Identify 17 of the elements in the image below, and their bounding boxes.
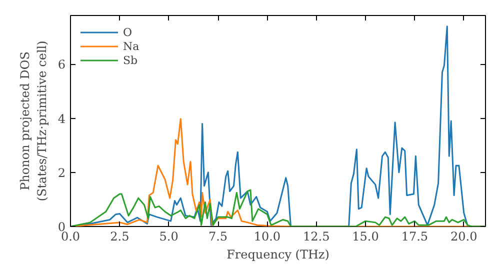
legend-label: O <box>123 25 134 39</box>
x-tick-label: 7.5 <box>208 230 228 244</box>
x-axis-title: Frequency (THz) <box>226 248 330 262</box>
legend-label: Sb <box>123 53 139 67</box>
x-tick-label: 2.5 <box>110 230 130 244</box>
x-tick-label: 5.0 <box>159 230 178 244</box>
y-tick-label: 4 <box>58 112 66 126</box>
y-tick-label: 6 <box>58 58 66 72</box>
y-tick-label: 2 <box>58 166 66 180</box>
legend-label: Na <box>123 39 140 53</box>
x-tick-label: 12.5 <box>302 230 330 244</box>
x-tick-label: 0.0 <box>60 230 80 244</box>
y-axis-title: Phonon projected DOS (States/THz·primitive cell) <box>18 40 49 202</box>
x-tick-label: 20.0 <box>450 230 478 244</box>
x-tick-label: 10.0 <box>254 230 281 244</box>
x-tick-label: 15.0 <box>352 230 379 244</box>
x-tick-label: 17.5 <box>401 230 428 244</box>
